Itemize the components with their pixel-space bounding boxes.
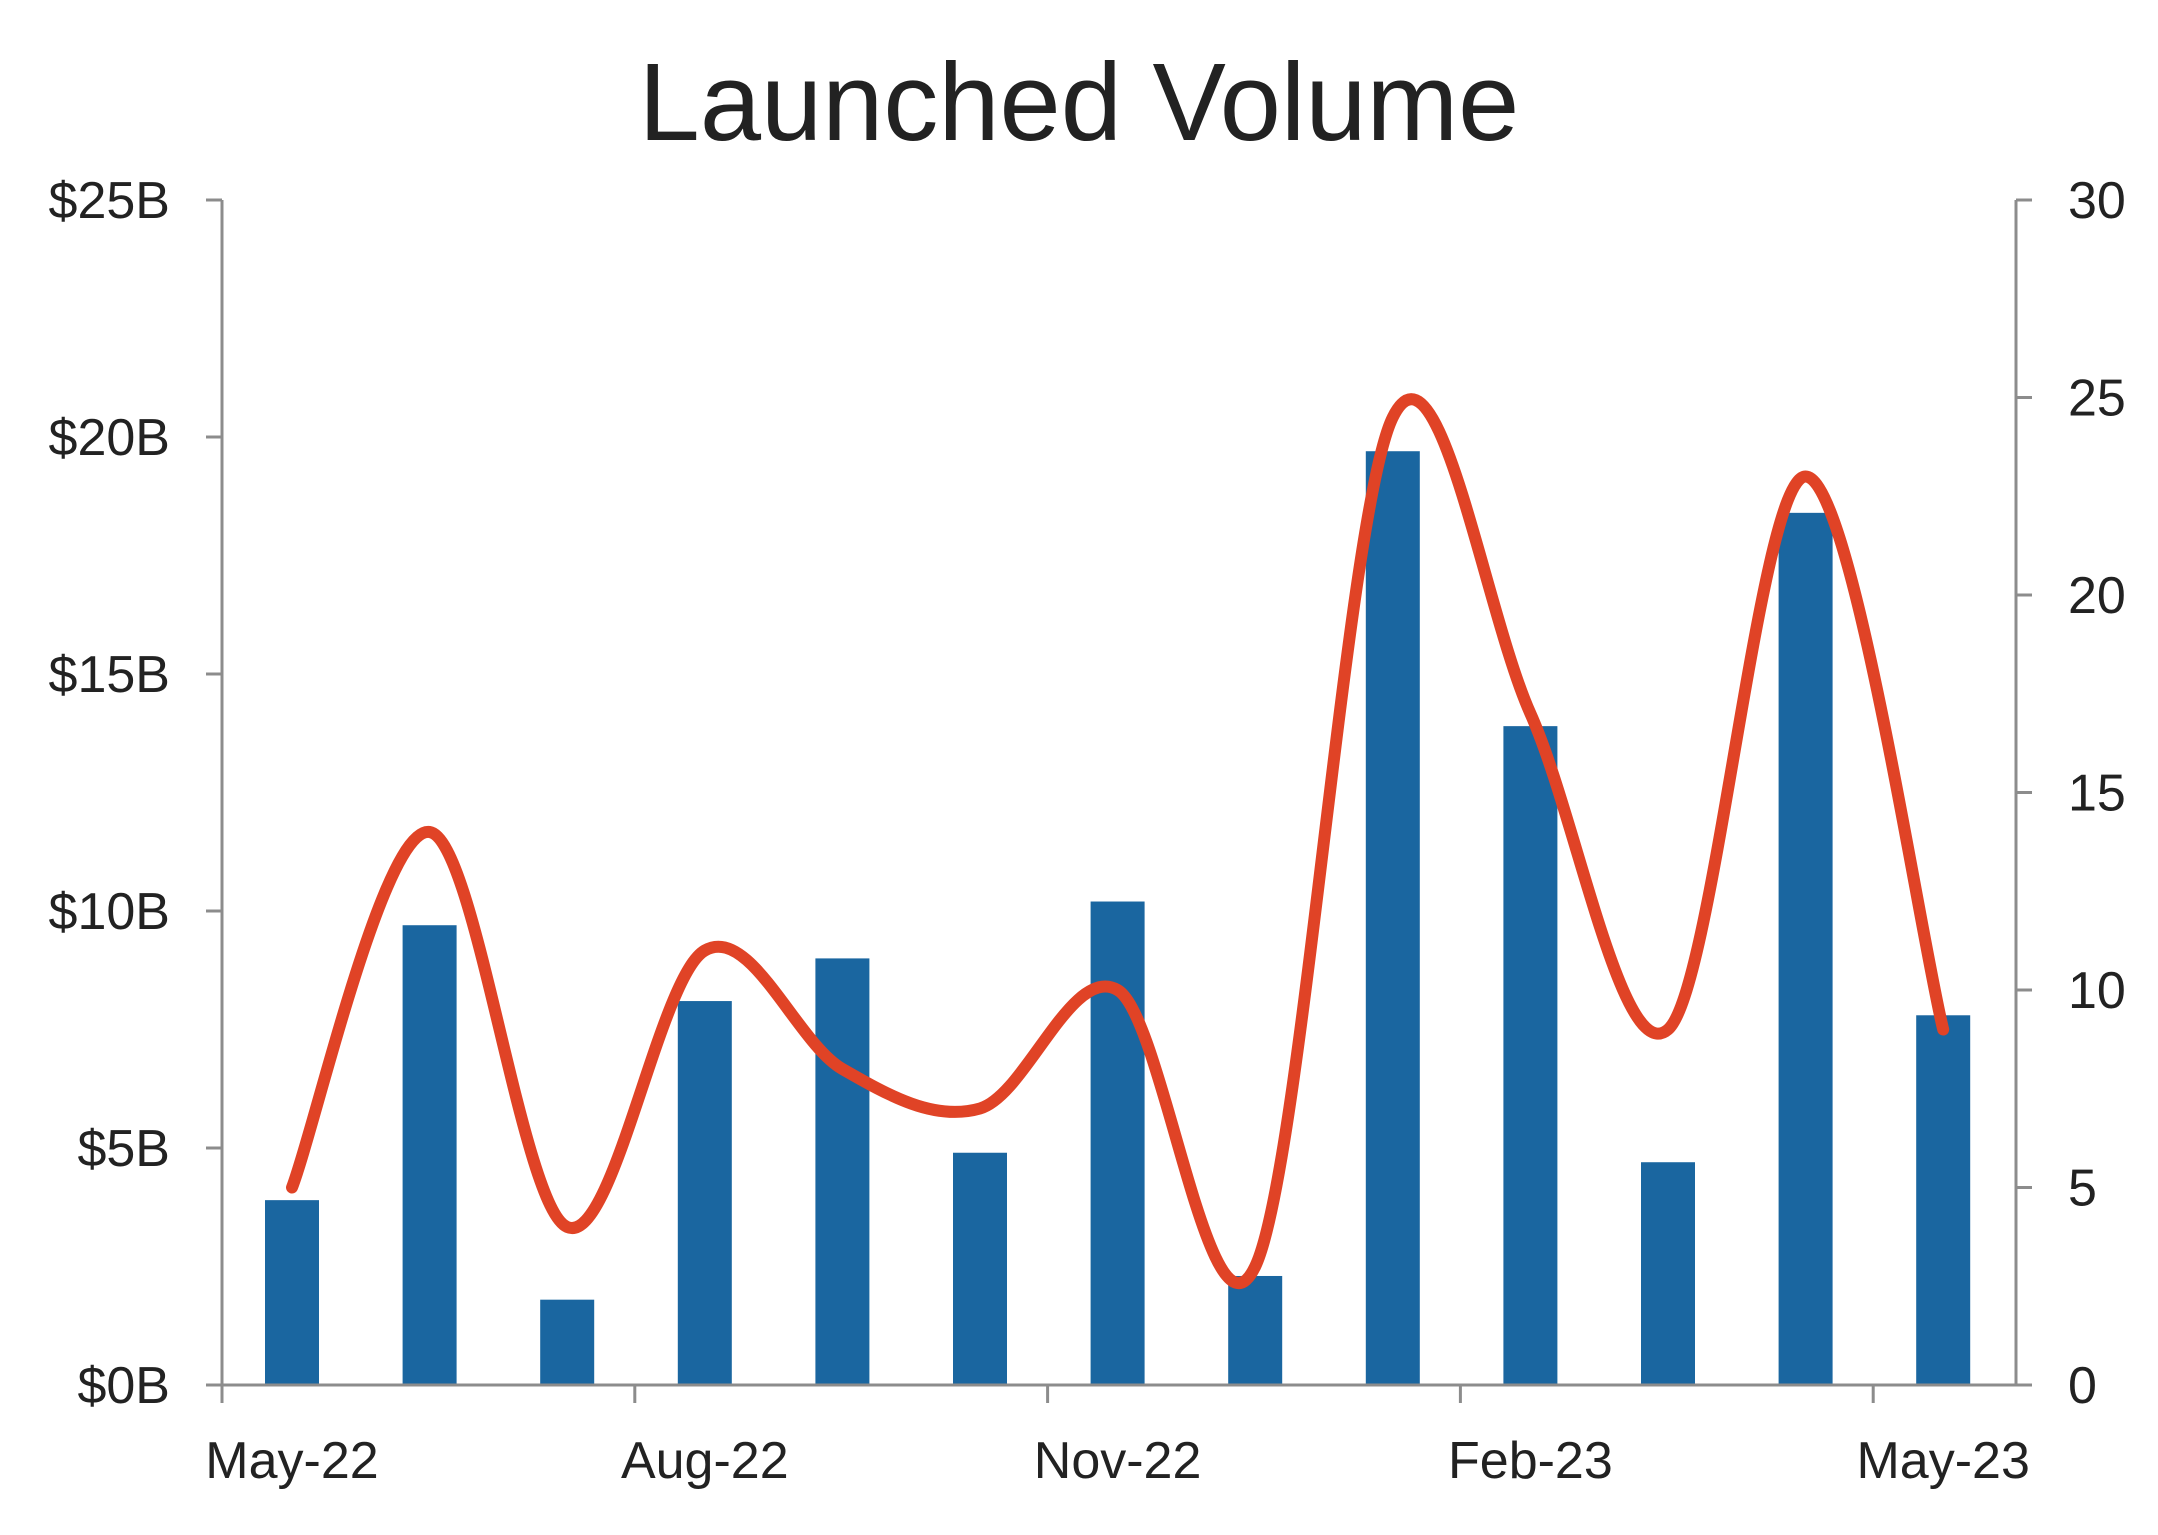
- left-tick-label: $20B: [49, 409, 170, 467]
- bar-May-23: [1916, 1015, 1971, 1385]
- bar-Nov-22: [1090, 901, 1145, 1385]
- right-tick-label: 15: [2068, 765, 2126, 823]
- bar-Sep-22: [815, 958, 870, 1385]
- bar-series: [265, 451, 1971, 1386]
- bar-Jun-22: [402, 925, 457, 1385]
- x-tick-label: May-23: [1856, 1432, 2029, 1490]
- right-tick-label: 0: [2068, 1357, 2097, 1415]
- axes: [206, 198, 2032, 1403]
- right-tick-label: 25: [2068, 370, 2126, 428]
- left-tick-label: $15B: [49, 646, 170, 704]
- right-tick-label: 5: [2068, 1160, 2097, 1218]
- left-tick-label: $25B: [49, 172, 170, 230]
- x-tick-label: Nov-22: [1034, 1432, 1202, 1490]
- bar-May-22: [265, 1200, 319, 1385]
- bar-Aug-22: [677, 1001, 732, 1385]
- bar-Dec-22: [1228, 1275, 1283, 1385]
- left-tick-label: $10B: [49, 883, 170, 941]
- x-tick-label: Aug-22: [621, 1432, 789, 1490]
- line-series: [286, 393, 1950, 1289]
- right-tick-label: 30: [2068, 172, 2126, 230]
- bar-Jan-23: [1365, 451, 1420, 1386]
- bar-Mar-23: [1641, 1162, 1695, 1385]
- line-series-path: [286, 393, 1950, 1289]
- chart-title: Launched Volume: [638, 41, 1520, 164]
- x-tick-label: May-22: [205, 1432, 378, 1490]
- left-tick-label: $5B: [77, 1120, 170, 1178]
- bar-Jul-22: [540, 1299, 595, 1385]
- right-tick-label: 10: [2068, 962, 2126, 1020]
- bar-Oct-22: [953, 1152, 1007, 1385]
- tick-labels: $0B $5B $10B $15B $20B $25B 0 5 10 15 20 25 30 May-22…: [49, 172, 2126, 1490]
- bar-Feb-23: [1503, 726, 1558, 1385]
- right-tick-label: 20: [2068, 567, 2126, 625]
- bar-Apr-23: [1778, 512, 1833, 1385]
- x-tick-label: Feb-23: [1448, 1432, 1613, 1490]
- left-tick-label: $0B: [77, 1357, 170, 1415]
